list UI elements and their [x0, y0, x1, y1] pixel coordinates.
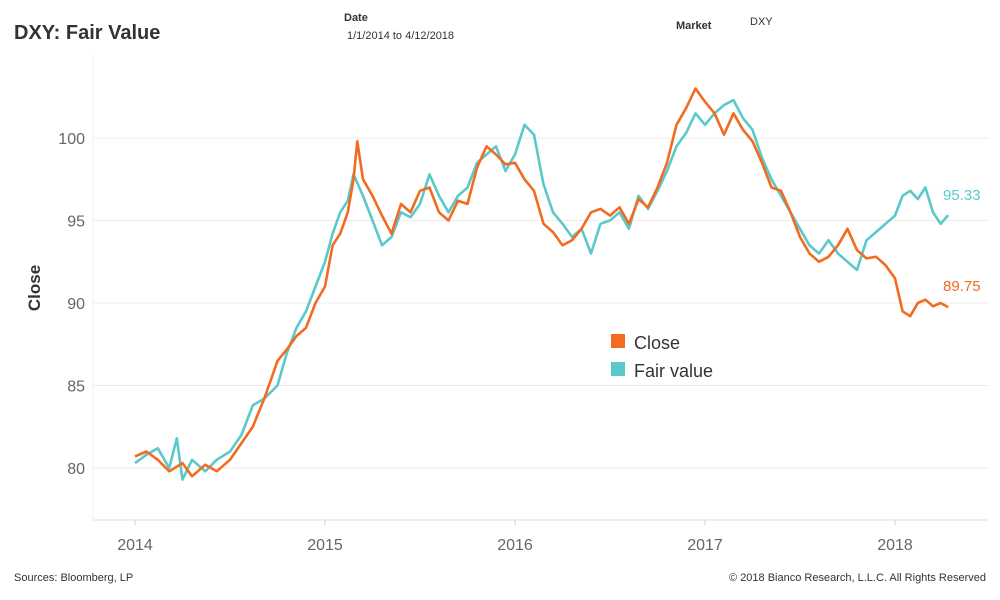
legend-fair-value-swatch[interactable] [611, 362, 625, 376]
grid-lines [93, 137, 988, 469]
x-tick-label: 2014 [117, 537, 153, 554]
page-title: DXY: Fair Value [14, 22, 161, 44]
y-axis-label: Close [25, 265, 44, 311]
legend[interactable]: Close Fair value [611, 333, 713, 381]
market-filter-label: Market [676, 20, 712, 32]
close-end-label: 89.75 [943, 278, 981, 295]
y-tick-label: 85 [67, 379, 85, 396]
x-tick-label: 2016 [497, 537, 533, 554]
fair-value-series-line [134, 98, 950, 481]
x-tick-label: 2017 [687, 537, 723, 554]
x-tick-label: 2015 [307, 537, 343, 554]
fair-value-end-label: 95.33 [943, 187, 981, 204]
y-tick-label: 80 [67, 461, 85, 478]
y-tick-label: 90 [67, 296, 85, 313]
legend-close-swatch[interactable] [611, 334, 625, 348]
market-filter-value[interactable]: DXY [750, 16, 773, 28]
legend-close-label[interactable]: Close [634, 333, 680, 353]
sources-note: Sources: Bloomberg, LP [14, 572, 134, 584]
legend-fair-value-label[interactable]: Fair value [634, 361, 713, 381]
y-tick-labels: 80 85 90 95 100 [58, 131, 85, 478]
x-tick-labels: 2014 2015 2016 2017 2018 [117, 520, 913, 554]
y-tick-label: 95 [67, 214, 85, 231]
close-series-line [134, 87, 949, 478]
copyright-note: © 2018 Bianco Research, L.L.C. All Right… [729, 572, 986, 584]
date-filter-value[interactable]: 1/1/2014 to 4/12/2018 [347, 30, 455, 42]
y-tick-label: 100 [58, 131, 85, 148]
series-lines [134, 87, 950, 481]
date-filter-label: Date [344, 12, 368, 24]
x-tick-label: 2018 [877, 537, 913, 554]
